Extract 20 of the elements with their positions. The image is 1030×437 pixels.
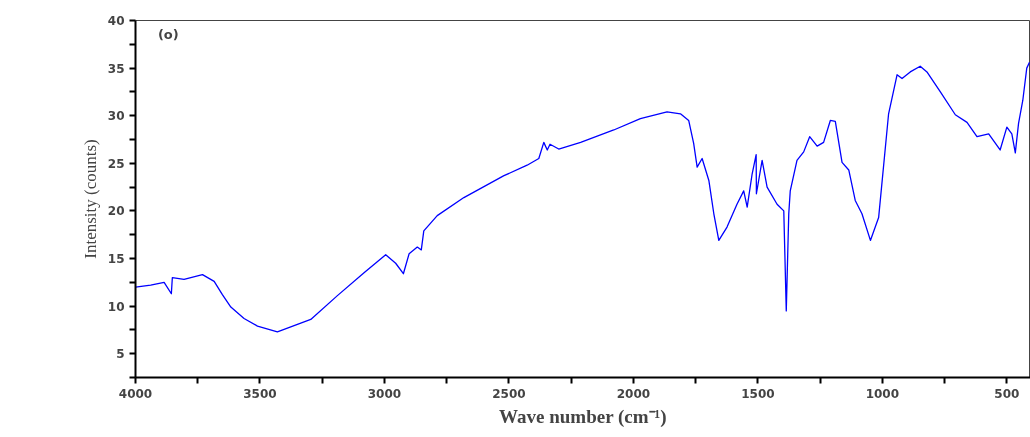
x-tick-label: 2500	[492, 386, 526, 401]
x-tick-label: 1500	[741, 386, 775, 401]
y-tick-label: 40	[107, 14, 125, 28]
x-tick-label: 2000	[616, 386, 651, 401]
y-axis-title: Intensity (counts)	[80, 139, 100, 259]
y-tick-label: 35	[107, 61, 125, 76]
annotation: (o)	[157, 26, 179, 42]
x-tick-label: 3500	[243, 386, 277, 401]
y-tick-label: 15	[107, 252, 125, 266]
y-tick-label: 5	[116, 347, 125, 362]
x-tick-label: 500	[994, 386, 1020, 401]
y-tick-label: 30	[107, 109, 125, 124]
x-axis-title: Wave number (cm⁻¹)	[499, 405, 667, 428]
x-tick-label: 4000	[118, 386, 153, 401]
x-tick-label: 1000	[865, 386, 900, 401]
line-series	[135, 61, 1030, 333]
y-tick-label: 20	[107, 204, 125, 219]
y-tick-label: 25	[107, 156, 125, 171]
y-tick-label: 10	[107, 299, 125, 314]
x-tick-label: 3000	[367, 386, 402, 401]
